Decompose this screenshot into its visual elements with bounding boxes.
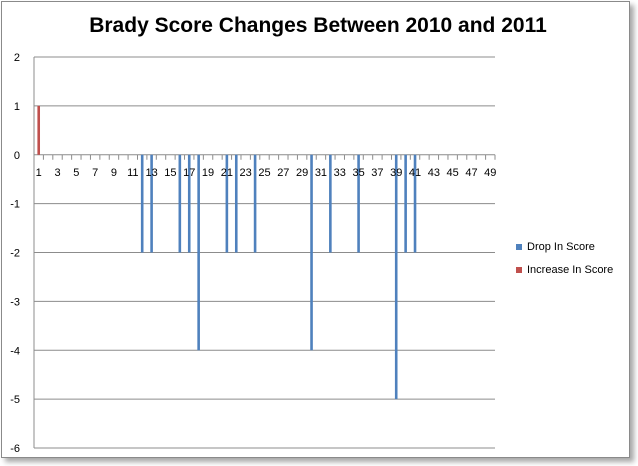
bar [150,154,153,253]
x-tick-label: 11 [127,167,138,179]
y-tick-label: -3 [10,296,20,308]
x-tick-label: 49 [484,167,496,179]
y-tick-label: 2 [14,52,20,64]
x-tick-label: 43 [428,167,440,179]
legend-item: Increase In Score [516,258,613,281]
x-tick-label: 3 [54,167,60,179]
bar [37,105,41,155]
chart-title: Brady Score Changes Between 2010 and 201… [89,14,547,37]
plot-area: 210-1-2-3-4-5-61 3 5 7 9 11 13 15 17 19 21 23 25 27 29… [10,52,496,455]
x-tick-label: 9 [111,167,117,179]
x-tick-label: 29 [296,167,308,179]
y-tick-label: -1 [10,199,20,211]
x-tick-label: 21 [221,167,233,179]
x-tick-label: 1 [36,167,42,179]
x-tick-label: 15 [164,167,176,179]
x-tick-label: 19 [202,167,214,179]
bar [394,154,398,400]
bar [140,154,144,253]
bar [310,154,313,351]
x-tick-label: 13 [145,167,157,179]
y-tick-label: -5 [10,394,20,406]
legend-item: Drop In Score [516,235,613,258]
x-tick-label: 33 [334,167,346,179]
x-tick-label: 5 [73,167,79,179]
bar [253,154,257,253]
legend-swatch [516,266,522,273]
x-tick-label: 25 [258,167,270,179]
x-tick-label: 37 [371,167,383,179]
x-tick-label: 31 [315,167,327,179]
x-tick-label: 23 [240,167,252,179]
legend: Drop In Score Increase In Score [516,235,613,281]
bar [357,154,360,253]
y-tick-label: 0 [14,150,20,162]
x-tick-label: 35 [352,167,364,179]
x-tick-label: 7 [92,167,98,179]
y-tick-label: -6 [10,443,20,455]
bar [225,154,229,253]
chart-frame: Brady Score Changes Between 2010 and 201… [1,1,630,458]
legend-label: Increase In Score [527,263,614,276]
y-tick-label: -2 [10,248,20,260]
x-tick-label: 27 [277,167,289,179]
x-tick-label: 39 [390,167,402,179]
bar [329,154,332,253]
x-tick-label: 45 [447,167,459,179]
legend-swatch [516,243,522,250]
bar [413,154,417,253]
legend-label: Drop In Score [527,240,595,253]
y-tick-label: 1 [14,101,20,113]
x-tick-label: 41 [409,167,421,179]
x-tick-label: 17 [183,167,195,179]
bar [234,154,238,253]
bar [187,154,191,253]
bar [404,154,407,253]
bar [178,154,182,253]
bar [197,154,200,351]
x-tick-label: 47 [465,167,477,179]
y-tick-label: -4 [10,345,20,357]
